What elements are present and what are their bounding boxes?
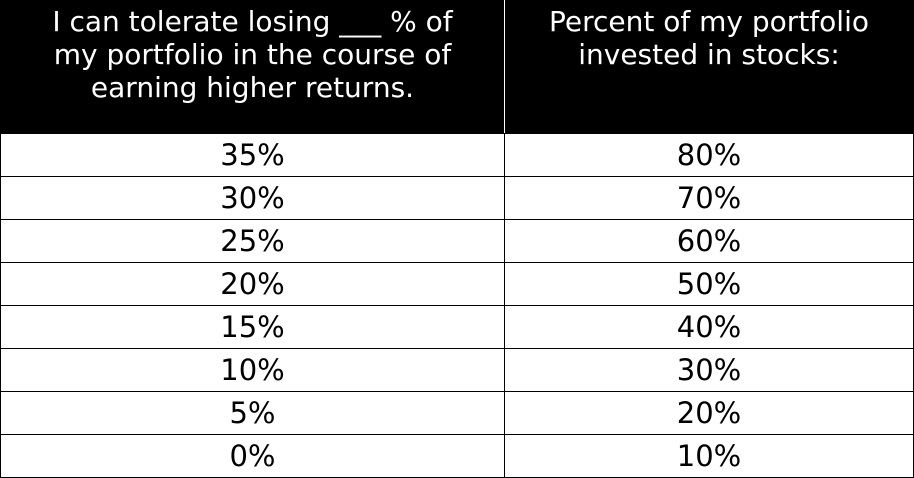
- header-cell: Percent of my portfolio invested in stock…: [504, 0, 914, 134]
- table-cell: 5%: [0, 391, 505, 435]
- table-row: 5% 20%: [0, 391, 914, 435]
- table-row: 25% 60%: [0, 219, 914, 263]
- table-cell: 40%: [504, 305, 914, 349]
- table-row: 35% 80%: [0, 133, 914, 177]
- table-cell: 10%: [0, 348, 505, 392]
- table-row: 15% 40%: [0, 305, 914, 349]
- table-cell: 30%: [0, 176, 505, 220]
- table-cell: 50%: [504, 262, 914, 306]
- table-row: 20% 50%: [0, 262, 914, 306]
- table-cell: 80%: [504, 133, 914, 177]
- table-cell: 0%: [0, 434, 505, 478]
- header-line: Percent of my portfolio: [549, 5, 869, 38]
- table-body: 35% 80% 30% 70% 25% 60% 20% 50% 15% 40% 10% 30% 5% 20…: [0, 133, 914, 478]
- header-line: I can tolerate losing ___ % of: [52, 5, 453, 38]
- table-row: 0% 10%: [0, 434, 914, 478]
- table-cell: 25%: [0, 219, 505, 263]
- table-cell: 20%: [504, 391, 914, 435]
- table-cell: 20%: [0, 262, 505, 306]
- table-cell: 60%: [504, 219, 914, 263]
- header-line: earning higher returns.: [90, 71, 415, 104]
- table-cell: 35%: [0, 133, 505, 177]
- header-cell: I can tolerate losing ___ % of my portfol…: [0, 0, 505, 134]
- header-line: invested in stocks:: [578, 38, 840, 71]
- table-cell: 70%: [504, 176, 914, 220]
- table-cell: 15%: [0, 305, 505, 349]
- header-row: I can tolerate losing ___ % of my portfol…: [0, 0, 914, 134]
- header-line: my portfolio in the course of: [53, 38, 452, 71]
- table-row: 30% 70%: [0, 176, 914, 220]
- table-row: 10% 30%: [0, 348, 914, 392]
- table-cell: 30%: [504, 348, 914, 392]
- table-cell: 10%: [504, 434, 914, 478]
